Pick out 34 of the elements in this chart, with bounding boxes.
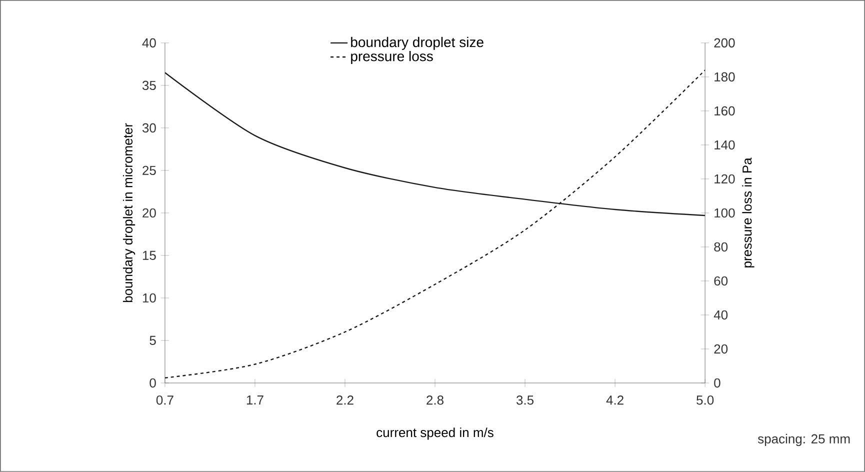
y2-tick-label: 40: [714, 310, 728, 320]
x-tick-label: 2.8: [426, 396, 444, 405]
y-tick-label: 15: [142, 250, 156, 260]
y-axis-title: boundary droplet in micrometer: [122, 123, 136, 302]
y2-tick-label: 140: [714, 140, 735, 150]
y-tick-label: 30: [142, 123, 156, 133]
y2-tick-label: 160: [714, 106, 735, 116]
y-tick-label: 35: [142, 80, 156, 90]
y-tick-label: 20: [142, 208, 156, 218]
legend-label: boundary droplet size: [351, 36, 484, 50]
y-tick-label: 10: [142, 293, 156, 303]
y-tick-label: 25: [142, 166, 156, 176]
y2-tick-label: 100: [714, 208, 735, 218]
y2-tick-label: 0: [714, 378, 720, 388]
y2-tick-label: 80: [714, 242, 728, 252]
y2-tick-label: 180: [714, 72, 735, 82]
y-tick-label: 0: [150, 378, 156, 388]
x-tick-label: 3.5: [516, 396, 534, 405]
x-tick-label: 1.7: [246, 396, 264, 404]
y2-tick-label: 200: [714, 38, 735, 48]
x-axis-title: current speed in m/s: [376, 428, 494, 440]
x-tick-label: 5.0: [696, 396, 714, 405]
x-tick-label: 4.2: [606, 396, 624, 405]
y2-axis-title: pressure loss in Pa: [742, 158, 754, 268]
text: spacing: 25 mm: [758, 434, 850, 446]
x-tick-label: 0.7: [156, 396, 174, 405]
y2-tick-label: 20: [714, 344, 728, 354]
y-tick-label: 5: [150, 336, 156, 346]
y2-tick-label: 120: [714, 174, 735, 184]
x-tick-label: 2.2: [336, 396, 354, 405]
y-tick-label: 40: [142, 38, 156, 48]
y2-tick-label: 60: [714, 276, 728, 286]
legend-label: pressure loss: [351, 51, 433, 64]
line-series: [164, 70, 706, 379]
